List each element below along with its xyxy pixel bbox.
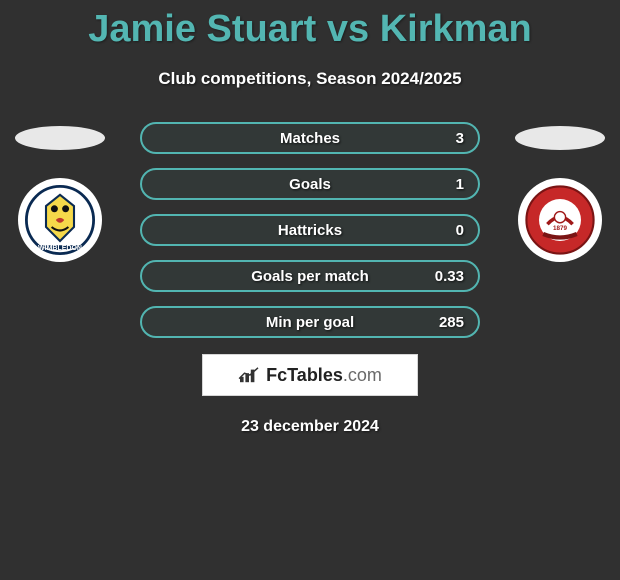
stat-row-goals: Goals 1 [140,168,480,200]
stat-row-goals-per-match: Goals per match 0.33 [140,260,480,292]
stat-value-right: 0.33 [435,268,464,285]
stat-label: Hattricks [278,222,342,239]
page-title: Jamie Stuart vs Kirkman [0,0,620,51]
stat-row-min-per-goal: Min per goal 285 [140,306,480,338]
player-left-placeholder [15,126,105,150]
stat-label: Min per goal [266,314,354,331]
svg-text:WIMBLEDON: WIMBLEDON [38,245,82,252]
club-crest-left: WIMBLEDON [18,178,102,262]
branding-text: FcTables.com [266,365,382,386]
stat-label: Goals per match [251,268,369,285]
stats-column: Matches 3 Goals 1 Hattricks 0 Goals per … [140,122,480,436]
branding-domain: .com [343,365,382,385]
stat-value-right: 3 [456,130,464,147]
player-right-placeholder [515,126,605,150]
club-crest-right: 1879 [518,178,602,262]
stat-value-right: 1 [456,176,464,193]
stat-value-right: 285 [439,314,464,331]
bar-chart-icon [238,366,260,384]
svg-text:1879: 1879 [553,225,568,232]
wimbledon-crest-icon: WIMBLEDON [25,185,95,255]
stat-row-hattricks: Hattricks 0 [140,214,480,246]
stat-label: Matches [280,130,340,147]
swindon-crest-icon: 1879 [525,185,595,255]
stat-label: Goals [289,176,331,193]
date-text: 23 december 2024 [140,418,480,436]
subtitle: Club competitions, Season 2024/2025 [0,69,620,89]
branding-box: FcTables.com [202,354,418,396]
branding-name: FcTables [266,365,343,385]
stat-row-matches: Matches 3 [140,122,480,154]
stat-value-right: 0 [456,222,464,239]
